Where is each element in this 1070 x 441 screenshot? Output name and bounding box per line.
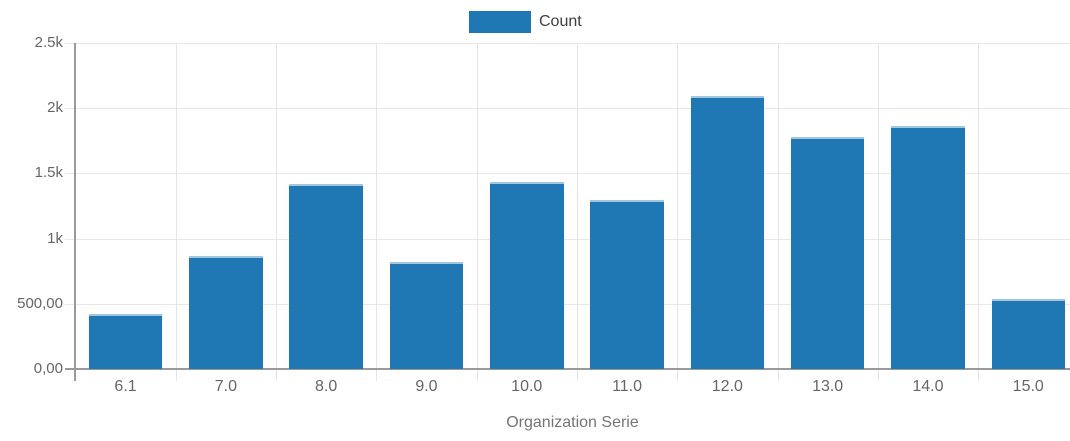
x-axis-tick-label: 7.0	[214, 378, 237, 395]
x-axis-title: Organization Serie	[506, 414, 639, 431]
x-axis-tick-label: 10.0	[511, 378, 543, 395]
bar-12.0[interactable]	[690, 96, 765, 369]
y-axis-tick-label: 2.5k	[34, 34, 63, 51]
gridline-vertical	[877, 43, 879, 381]
legend-swatch	[469, 11, 531, 33]
x-axis-line	[65, 368, 1070, 370]
bar-11.0[interactable]	[590, 200, 664, 369]
legend: Count	[469, 11, 582, 33]
bar-7.0[interactable]	[189, 255, 263, 369]
gridline-horizontal	[65, 303, 1070, 305]
y-axis-tick-label: 1.5k	[34, 164, 63, 182]
x-axis-tick-label: 13.0	[812, 378, 844, 395]
gridline-horizontal	[65, 238, 1070, 240]
gridline-vertical	[175, 43, 177, 381]
gridline-horizontal	[65, 43, 1070, 44]
legend-label: Count	[539, 13, 582, 30]
x-axis-tick-label: 8.0	[315, 378, 338, 395]
gridline-vertical	[777, 43, 779, 381]
bar-13.0[interactable]	[790, 136, 865, 369]
y-axis-tick-label: 0,00	[33, 360, 63, 377]
gridline-vertical	[576, 43, 578, 381]
bar-9.0[interactable]	[389, 262, 464, 369]
x-axis-tick-label: 11.0	[612, 378, 643, 395]
gridline-vertical	[677, 43, 679, 381]
gridline-vertical	[376, 43, 378, 381]
gridline-vertical	[276, 43, 277, 381]
x-axis-tick-label: 9.0	[415, 378, 438, 395]
y-axis-tick-label: 500,00	[17, 294, 63, 312]
y-axis-tick-label: 1k	[47, 229, 63, 247]
y-axis-tick-label: 2k	[47, 99, 63, 117]
x-axis-tick-label: 12.0	[711, 378, 743, 395]
x-axis-tick-label: 15.0	[1012, 378, 1044, 395]
bar-15.0[interactable]	[991, 298, 1065, 369]
gridline-vertical	[978, 43, 980, 381]
x-axis-tick-label: 14.0	[912, 378, 944, 395]
gridline-horizontal	[65, 173, 1070, 175]
gridline-horizontal	[65, 108, 1070, 110]
bar-6.1[interactable]	[88, 314, 163, 369]
bar-8.0[interactable]	[289, 183, 363, 369]
bar-14.0[interactable]	[891, 125, 965, 369]
y-axis-line	[74, 43, 76, 381]
bar-10.0[interactable]	[490, 181, 564, 369]
legend-item-count[interactable]: Count	[469, 11, 582, 33]
gridline-vertical	[476, 43, 478, 381]
x-axis-tick-label: 6.1	[114, 378, 137, 395]
